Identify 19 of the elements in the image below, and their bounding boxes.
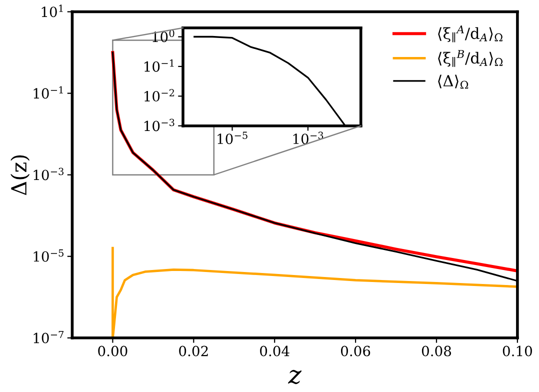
legend-label: ⟨ξ$_{∥}$$^{A}$/d$_{A}$⟩$_{Ω}$ <box>438 26 502 42</box>
y-tick-label: 10$^{−2}$ <box>144 89 174 102</box>
x-tick-label: 0.10 <box>502 346 532 356</box>
y-tick-label: 10$^{−7}$ <box>34 330 64 344</box>
y-axis-title: Δ(z) <box>10 155 30 196</box>
x-tick-label: 0.00 <box>98 346 128 356</box>
legend-label: ⟨ξ$_{∥}$$^{B}$/d$_{A}$⟩$_{Ω}$ <box>438 50 503 67</box>
y-tick-label: 10$^{−3}$ <box>144 118 174 132</box>
x-tick-label: 0.08 <box>422 346 452 356</box>
x-tick-label: 0.02 <box>179 346 208 356</box>
y-tick-label: 10$^{−1}$ <box>34 86 63 99</box>
y-tick-label: 10$^{−5}$ <box>34 249 64 262</box>
legend-label: ⟨Δ⟩$_{Ω}$ <box>438 74 468 89</box>
y-tick-label: 10$^{−3}$ <box>34 168 64 180</box>
y-tick-label: 10$^{1}$ <box>42 4 63 18</box>
x-tick-label: 0.04 <box>260 346 290 356</box>
x-tick-label: 0.06 <box>341 346 370 356</box>
y-tick-label: 10$^{−1}$ <box>144 59 174 72</box>
x-axis-title: z <box>288 370 302 384</box>
